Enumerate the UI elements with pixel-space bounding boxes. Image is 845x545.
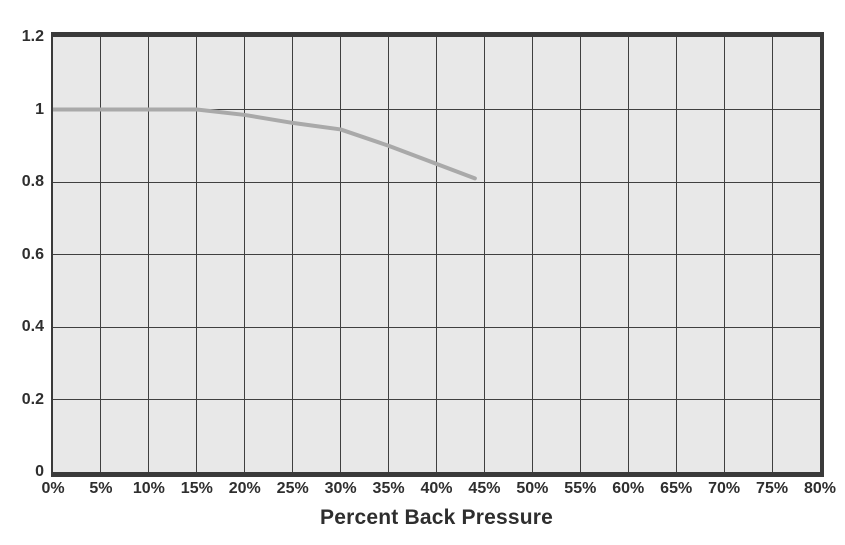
x-axis-title: Percent Back Pressure (319, 506, 553, 529)
x-tick-label: 45% (468, 480, 501, 497)
x-tick-label: 25% (276, 480, 309, 497)
x-tick-label: 20% (228, 480, 261, 497)
y-tick-label: 0.2 (21, 390, 44, 408)
y-tick-label: 1 (35, 100, 44, 118)
x-tick-label: 35% (372, 480, 405, 497)
x-tick-label: 30% (324, 480, 357, 497)
y-tick-label: 0.6 (21, 245, 44, 263)
y-tick-label: 1.2 (21, 28, 44, 45)
x-tick-label: 55% (564, 480, 597, 497)
plot-area (51, 32, 824, 477)
gridline-horizontal (53, 326, 820, 328)
x-tick-label: 60% (612, 480, 645, 497)
x-tick-label: 70% (708, 480, 741, 497)
x-tick-label: 65% (660, 480, 693, 497)
y-tick-label: 0 (35, 463, 44, 480)
x-tick-label: 0% (41, 480, 65, 497)
x-tick-label: 5% (89, 480, 113, 497)
back-pressure-curve-line (53, 107, 477, 181)
x-tick-label: 15% (180, 480, 213, 497)
gridline-horizontal (53, 109, 820, 110)
x-tick-label: 75% (756, 480, 789, 497)
x-tick-label: 10% (132, 480, 165, 497)
x-tick-label: 40% (420, 480, 453, 497)
y-tick-label: 0.8 (21, 173, 44, 190)
gridline-horizontal (53, 181, 820, 183)
curve-svg (53, 107, 477, 181)
gridline-horizontal (53, 399, 820, 400)
y-tick-label: 0.4 (21, 318, 44, 335)
x-tick-label: 80% (803, 480, 837, 497)
gridline-horizontal (53, 254, 820, 255)
x-tick-label: 50% (516, 480, 549, 497)
